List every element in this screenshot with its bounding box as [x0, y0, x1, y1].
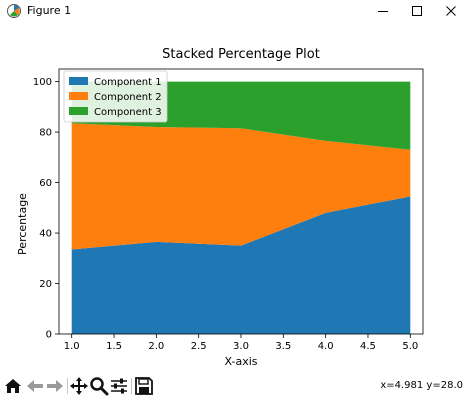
- legend-swatch: [69, 77, 88, 85]
- matplotlib-icon: [6, 3, 22, 19]
- x-tick-label: 4.0: [318, 341, 334, 352]
- configure-subplots-icon: [111, 378, 127, 394]
- forward-arrow-icon: [47, 380, 63, 392]
- y-axis-label: Percentage: [16, 193, 29, 255]
- y-tick-label: 100: [33, 77, 52, 88]
- close-button[interactable]: [434, 0, 468, 22]
- y-tick-label: 0: [46, 330, 52, 341]
- axes: 1.0 1.5 2.0 2.5 3.0 3.5 4.0 4.5 5.0 0 20 40 60 80 100: [33, 68, 424, 352]
- save-button[interactable]: [134, 376, 154, 396]
- area-series-1: [71, 196, 411, 334]
- back-arrow-icon: [27, 380, 43, 392]
- close-icon: [446, 6, 456, 16]
- stacked-area-chart: Stacked Percentage Plot 1.0 1.5 2.0 2.5 3.0 3…: [16, 47, 424, 368]
- figure-canvas[interactable]: Stacked Percentage Plot 1.0 1.5 2.0 2.5 3.0 3…: [0, 22, 469, 372]
- x-tick-label: 1.0: [64, 341, 80, 352]
- maximize-icon: [412, 6, 422, 16]
- legend-label: Component 1: [94, 77, 162, 88]
- legend-swatch: [69, 92, 88, 100]
- back-button[interactable]: [25, 376, 45, 396]
- pan-button[interactable]: [69, 376, 89, 396]
- x-tick-label: 3.0: [233, 341, 249, 352]
- x-tick-label: 2.5: [191, 341, 207, 352]
- x-tick-label: 4.5: [360, 341, 376, 352]
- pan-icon: [70, 377, 88, 395]
- legend-label: Component 2: [94, 92, 162, 103]
- home-button[interactable]: [3, 376, 23, 396]
- y-tick-label: 20: [39, 279, 52, 290]
- y-tick-label: 60: [39, 178, 52, 189]
- window-titlebar: Figure 1: [0, 0, 469, 22]
- forward-button[interactable]: [45, 376, 65, 396]
- configure-subplots-button[interactable]: [109, 376, 129, 396]
- minimize-icon: [378, 11, 388, 12]
- legend-box: [63, 70, 168, 123]
- cursor-coordinates: x=4.981 y=28.0: [380, 380, 463, 391]
- toolbar-separator: [67, 378, 68, 394]
- zoom-icon: [90, 377, 109, 396]
- x-axis-label: X-axis: [225, 355, 258, 368]
- toolbar-separator: [131, 378, 132, 394]
- y-tick-label: 80: [39, 128, 52, 139]
- legend-swatch: [69, 107, 88, 115]
- y-tick-label: 40: [39, 229, 52, 240]
- maximize-button[interactable]: [400, 0, 434, 22]
- window-title: Figure 1: [27, 4, 72, 17]
- x-tick-label: 5.0: [402, 341, 418, 352]
- save-icon: [135, 377, 153, 395]
- navigation-toolbar: x=4.981 y=28.0: [0, 372, 469, 400]
- home-icon: [5, 379, 21, 393]
- x-tick-label: 1.5: [106, 341, 122, 352]
- x-tick-label: 2.0: [148, 341, 164, 352]
- legend: Component 1 Component 2 Component 3: [63, 70, 168, 123]
- chart-title: Stacked Percentage Plot: [162, 47, 320, 62]
- minimize-button[interactable]: [366, 0, 400, 22]
- legend-label: Component 3: [94, 107, 162, 118]
- zoom-button[interactable]: [89, 376, 109, 396]
- x-tick-label: 3.5: [275, 341, 291, 352]
- area-series-2: [71, 123, 411, 250]
